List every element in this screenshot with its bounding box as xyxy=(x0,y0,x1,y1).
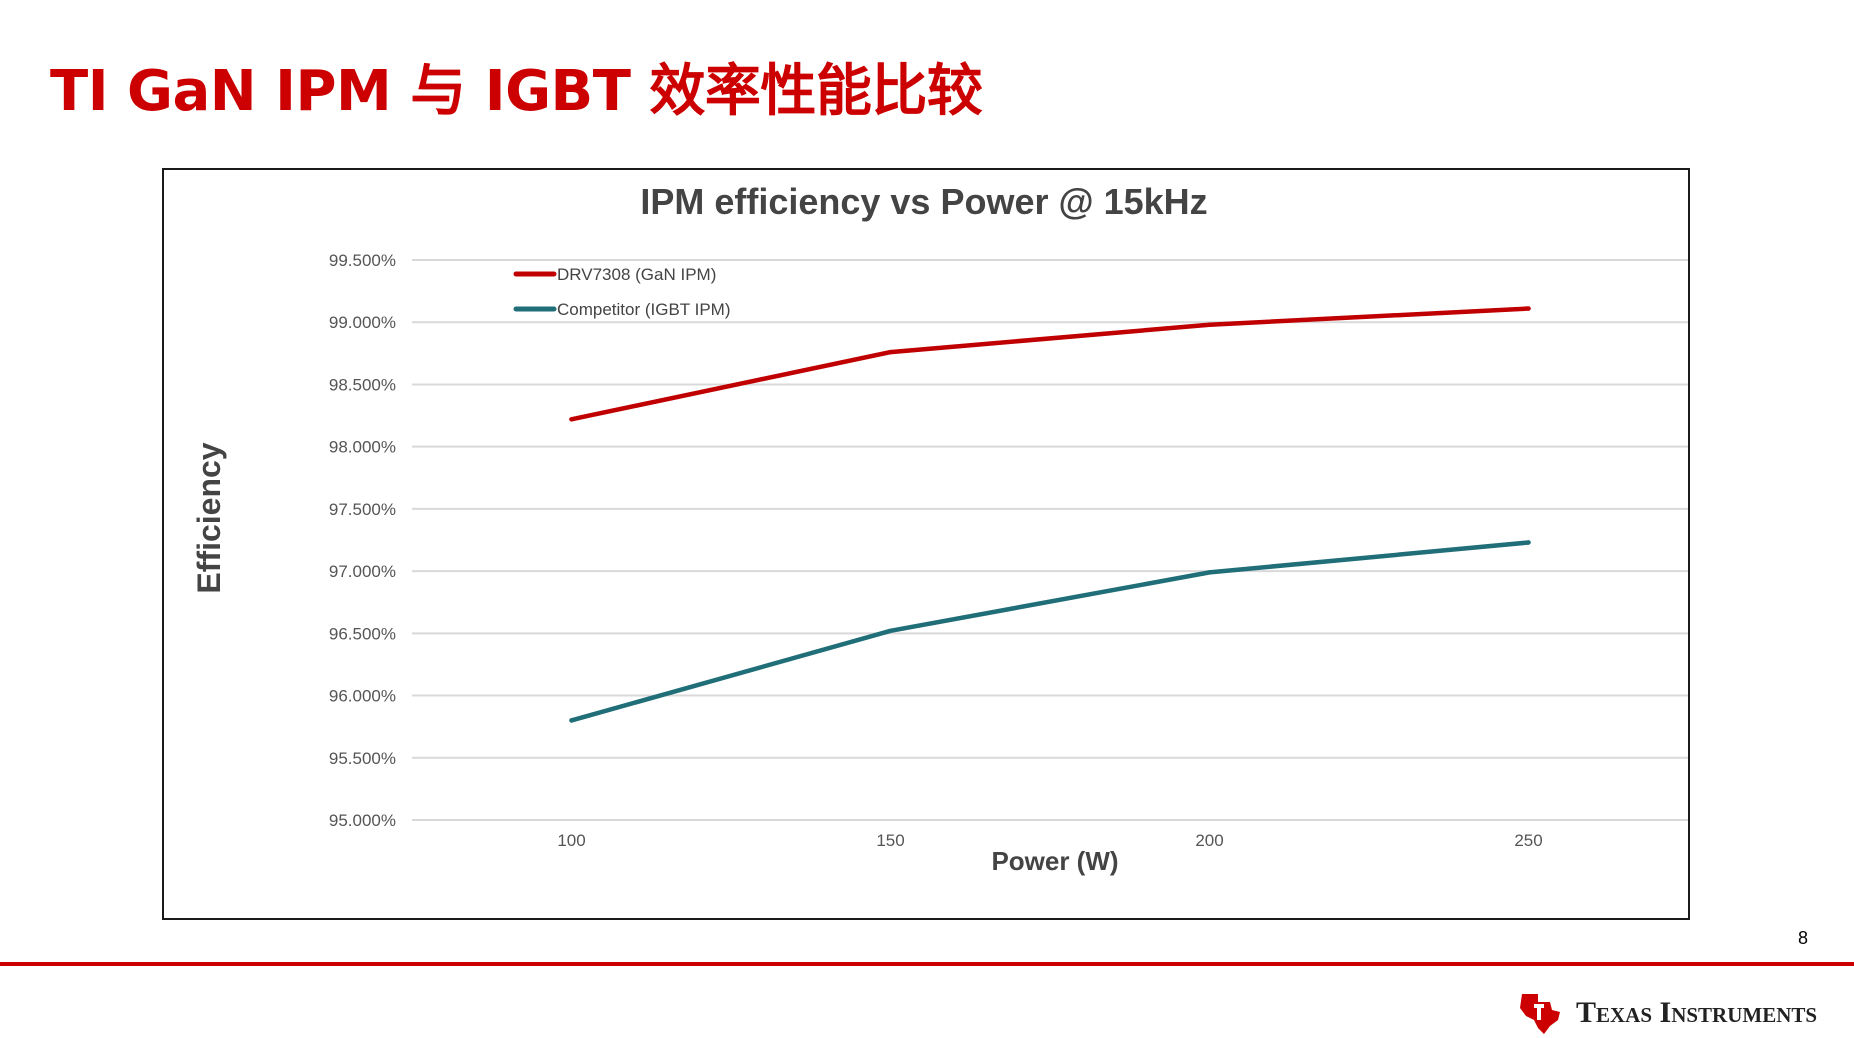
data-point xyxy=(1207,570,1212,575)
y-tick-label: 96.000% xyxy=(329,687,396,706)
ti-wordmark: Texas Instruments xyxy=(1576,996,1818,1029)
y-tick-label: 95.500% xyxy=(329,749,396,768)
y-tick-label: 95.000% xyxy=(329,811,396,830)
y-tick-label: 97.000% xyxy=(329,562,396,581)
y-axis-label: Efficiency xyxy=(191,442,227,593)
x-tick-label: 250 xyxy=(1514,831,1542,850)
y-axis-ticks: 95.000% 95.500% 96.000% 96.500% 97.000% 97.50… xyxy=(329,251,396,830)
y-tick-label: 98.500% xyxy=(329,375,396,394)
data-point xyxy=(1207,322,1212,327)
legend: DRV7308 (GaN IPM) Competitor (IGBT IPM) xyxy=(513,265,731,319)
y-tick-label: 99.000% xyxy=(329,313,396,332)
y-tick-label: 97.500% xyxy=(329,500,396,519)
series-line-1 xyxy=(569,306,1531,422)
page-number: 8 xyxy=(1798,928,1809,948)
y-tick-label: 98.000% xyxy=(329,438,396,457)
series-lines xyxy=(569,306,1531,723)
ti-logo: Texas Instruments xyxy=(1516,990,1854,1036)
x-tick-label: 150 xyxy=(876,831,904,850)
data-point xyxy=(888,628,893,634)
x-tick-label: 200 xyxy=(1195,831,1223,850)
chart-frame: IPM efficiency vs Power @ 15kHz 95.000% 9… xyxy=(162,168,1690,920)
footer-rule xyxy=(0,962,1854,966)
efficiency-line-chart: IPM efficiency vs Power @ 15kHz 95.000%9… xyxy=(191,181,1688,876)
slide-title: TI GaN IPM 与 IGBT 效率性能比较 xyxy=(50,59,983,124)
data-point xyxy=(888,349,893,355)
series-line-2 xyxy=(569,540,1531,723)
y-tick-label: 96.500% xyxy=(329,624,396,643)
x-axis-ticks: 100 150 200 250 xyxy=(557,831,1542,850)
texas-state-logo-icon xyxy=(1520,994,1560,1034)
y-tick-label: 99.500% xyxy=(329,251,396,270)
x-axis-label: Power (W) xyxy=(991,846,1118,876)
grid-lines xyxy=(412,259,1688,821)
chart-title: IPM efficiency vs Power @ 15kHz xyxy=(640,181,1207,222)
data-point xyxy=(1526,306,1531,311)
legend-label: Competitor (IGBT IPM) xyxy=(557,300,731,319)
legend-label: DRV7308 (GaN IPM) xyxy=(557,265,716,284)
data-point xyxy=(1526,540,1531,545)
data-point xyxy=(569,417,574,422)
data-point xyxy=(569,718,574,723)
x-tick-label: 100 xyxy=(557,831,585,850)
